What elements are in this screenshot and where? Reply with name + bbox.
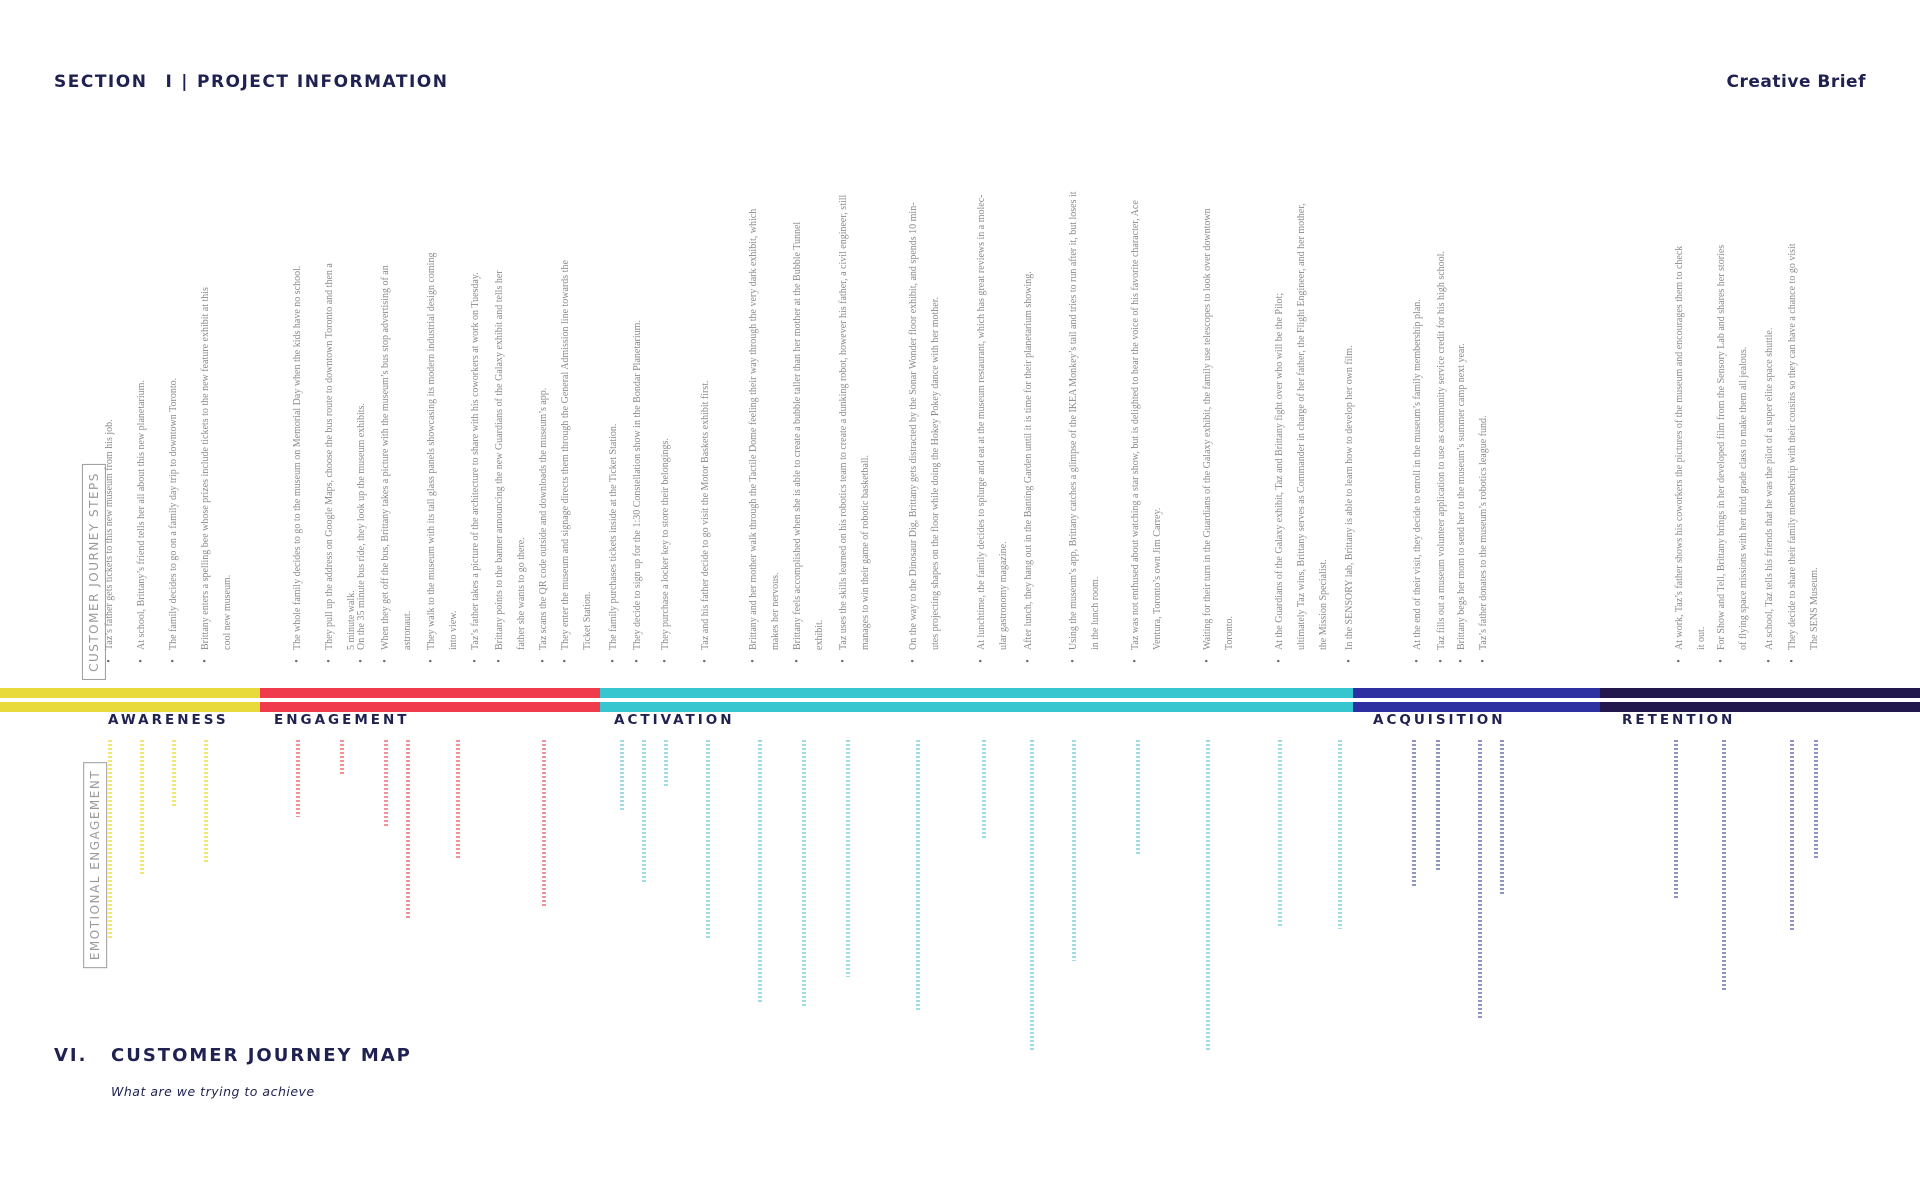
stage-band-activation bbox=[600, 688, 1353, 712]
engagement-bar bbox=[1814, 740, 1818, 858]
document-type: Creative Brief bbox=[1726, 72, 1866, 92]
engagement-bar bbox=[1500, 740, 1504, 894]
section-numeral: I bbox=[165, 72, 174, 92]
engagement-bar bbox=[642, 740, 646, 884]
band-divider bbox=[260, 698, 600, 702]
engagement-bar bbox=[172, 740, 176, 807]
engagement-bar bbox=[802, 740, 806, 1006]
stage-band-engagement bbox=[260, 688, 600, 712]
engagement-bar bbox=[664, 740, 668, 788]
stage-label-activation: ACTIVATION bbox=[614, 712, 735, 728]
stage-label-engagement: ENGAGEMENT bbox=[274, 712, 410, 728]
section-header: SECTION I | PROJECT INFORMATION bbox=[54, 72, 448, 92]
page-subtitle: What are we trying to achieve bbox=[111, 1084, 315, 1099]
stage-label-acquisition: ACQUISITION bbox=[1373, 712, 1506, 728]
engagement-bar bbox=[758, 740, 762, 1002]
stage-band-awareness bbox=[0, 688, 260, 712]
band-divider bbox=[600, 698, 1353, 702]
engagement-bar bbox=[1072, 740, 1076, 961]
engagement-bar bbox=[706, 740, 710, 938]
engagement-bar bbox=[1478, 740, 1482, 1018]
band-divider bbox=[0, 698, 260, 702]
engagement-bar bbox=[542, 740, 546, 906]
engagement-bar bbox=[204, 740, 208, 862]
engagement-bar bbox=[916, 740, 920, 1012]
stage-band-retention bbox=[1600, 688, 1920, 712]
stage-label-awareness: AWARENESS bbox=[108, 712, 229, 728]
engagement-bar bbox=[846, 740, 850, 977]
engagement-bar bbox=[296, 740, 300, 817]
engagement-bar bbox=[1136, 740, 1140, 855]
engagement-bar bbox=[1722, 740, 1726, 990]
stage-band-acquisition bbox=[1353, 688, 1600, 712]
engagement-bar bbox=[1030, 740, 1034, 1050]
engagement-bar bbox=[1412, 740, 1416, 887]
section-label: SECTION bbox=[54, 72, 148, 92]
engagement-bar bbox=[1674, 740, 1678, 900]
engagement-bar bbox=[140, 740, 144, 874]
stage-label-retention: RETENTION bbox=[1622, 712, 1736, 728]
engagement-bar bbox=[456, 740, 460, 858]
engagement-bar bbox=[1206, 740, 1210, 1050]
engagement-bar bbox=[1436, 740, 1440, 871]
page-title: CUSTOMER JOURNEY MAP bbox=[111, 1045, 412, 1066]
engagement-bar bbox=[982, 740, 986, 839]
header-separator: | bbox=[181, 72, 189, 92]
engagement-bar bbox=[384, 740, 388, 826]
engagement-bar bbox=[1338, 740, 1342, 929]
engagement-bar bbox=[340, 740, 344, 775]
band-divider bbox=[1600, 698, 1920, 702]
band-divider bbox=[1353, 698, 1600, 702]
engagement-bar bbox=[406, 740, 410, 919]
section-number: VI. bbox=[54, 1045, 88, 1066]
engagement-bar bbox=[108, 740, 112, 938]
engagement-bar bbox=[1790, 740, 1794, 932]
engagement-bar bbox=[1278, 740, 1282, 926]
section-title: PROJECT INFORMATION bbox=[196, 72, 449, 92]
engagement-bar bbox=[620, 740, 624, 810]
